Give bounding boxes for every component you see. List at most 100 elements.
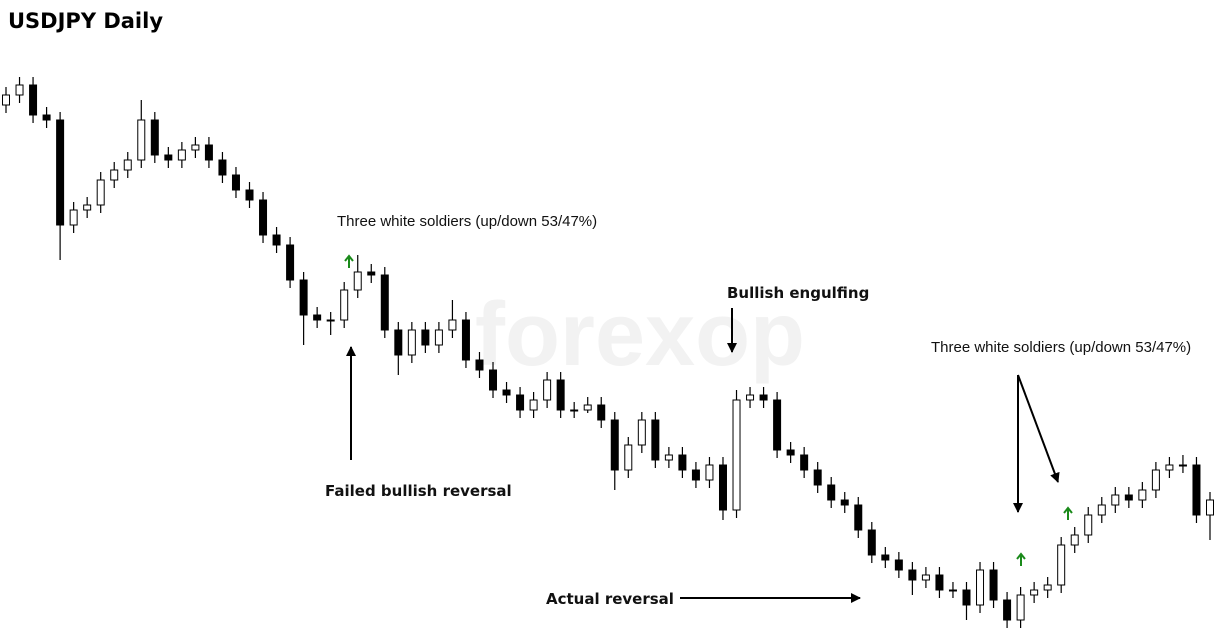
candle-body xyxy=(137,119,146,161)
candle-body xyxy=(773,399,782,451)
annotation: Bullish engulfing xyxy=(727,284,869,302)
candle-body xyxy=(610,419,619,471)
candle-body xyxy=(123,159,132,171)
candle-body xyxy=(245,189,254,201)
candle-body xyxy=(1206,499,1214,516)
candle-body xyxy=(1097,504,1106,516)
candle-body xyxy=(326,319,335,322)
candle-body xyxy=(570,409,579,412)
candle-body xyxy=(732,399,741,511)
candle-body xyxy=(664,454,673,461)
candle-body xyxy=(1192,464,1201,516)
candle-body xyxy=(231,174,240,191)
candle-body xyxy=(705,464,714,481)
candle-body xyxy=(935,574,944,591)
candle-body xyxy=(475,359,484,371)
candle-body xyxy=(746,394,755,401)
arrow xyxy=(1017,374,1060,483)
candle-body xyxy=(177,149,186,161)
candle-body xyxy=(678,454,687,471)
candle-body xyxy=(461,319,470,361)
candle-body xyxy=(529,399,538,411)
candle-body xyxy=(840,499,849,506)
candle-body xyxy=(1057,544,1066,586)
candle-body xyxy=(976,569,985,606)
candle-body xyxy=(827,484,836,501)
candle-body xyxy=(502,389,511,396)
candle-body xyxy=(1016,594,1025,621)
candle-body xyxy=(110,169,119,181)
candle-body xyxy=(1178,464,1187,467)
candle-body xyxy=(218,159,227,176)
candle-body xyxy=(407,329,416,356)
candle-body xyxy=(1084,514,1093,536)
candle-body xyxy=(691,469,700,481)
candles xyxy=(2,77,1214,628)
candle-body xyxy=(624,444,633,471)
chart-title: USDJPY Daily xyxy=(8,9,163,33)
candle-body xyxy=(1111,494,1120,506)
candle-body xyxy=(948,589,957,592)
candle-body xyxy=(908,569,917,581)
candle-body xyxy=(353,271,362,291)
candle-body xyxy=(1030,589,1039,596)
candle-body xyxy=(489,369,498,391)
annotation: Three white soldiers (up/down 53/47%) xyxy=(337,213,597,230)
candle-body xyxy=(164,154,173,161)
candle-body xyxy=(867,529,876,556)
candle-body xyxy=(96,179,105,206)
candle-body xyxy=(1165,464,1174,471)
signal-arrows xyxy=(344,254,1073,566)
annotation: Actual reversal xyxy=(546,590,674,608)
candle-body xyxy=(191,144,200,151)
candle-body xyxy=(800,454,809,471)
candle-body xyxy=(204,144,213,161)
candle-body xyxy=(881,554,890,561)
candle-body xyxy=(1124,494,1133,501)
candle-body xyxy=(367,271,376,276)
candle-body xyxy=(150,119,159,156)
candle-body xyxy=(2,94,10,106)
candle-body xyxy=(434,329,443,346)
candle-body xyxy=(1070,534,1079,546)
watermark: forexop xyxy=(475,285,805,385)
candle-body xyxy=(556,379,565,411)
candle-body xyxy=(340,289,349,321)
candle-body xyxy=(15,84,24,96)
candle-body xyxy=(83,204,92,211)
candle-body xyxy=(313,314,322,321)
candle-body xyxy=(583,404,592,411)
candle-body xyxy=(637,419,646,446)
candle-body xyxy=(394,329,403,356)
candle-body xyxy=(759,394,768,401)
candle-body xyxy=(718,464,727,511)
candle-body xyxy=(1138,489,1147,501)
candle-body xyxy=(786,449,795,456)
candle-body xyxy=(1043,584,1052,591)
annotation: Three white soldiers (up/down 53/47%) xyxy=(931,339,1191,356)
candle-body xyxy=(272,234,281,246)
candle-body xyxy=(380,274,389,331)
candle-body xyxy=(448,319,457,331)
candle-body xyxy=(516,394,525,411)
candle-body xyxy=(29,84,38,116)
candle-body xyxy=(921,574,930,581)
candle-body xyxy=(286,244,295,281)
candle-body xyxy=(56,119,65,226)
candle-body xyxy=(259,199,268,236)
candle-body xyxy=(962,589,971,606)
candle-body xyxy=(597,404,606,421)
candle-body xyxy=(299,279,308,316)
candle-body xyxy=(651,419,660,461)
candle-body xyxy=(421,329,430,346)
candle-body xyxy=(543,379,552,401)
candle-body xyxy=(42,114,51,121)
candle-body xyxy=(1151,469,1160,491)
candle-body xyxy=(894,559,903,571)
candle-body xyxy=(813,469,822,486)
candle-body xyxy=(1003,599,1012,621)
annotation: Failed bullish reversal xyxy=(325,482,512,500)
candle-body xyxy=(989,569,998,601)
candle-body xyxy=(854,504,863,531)
